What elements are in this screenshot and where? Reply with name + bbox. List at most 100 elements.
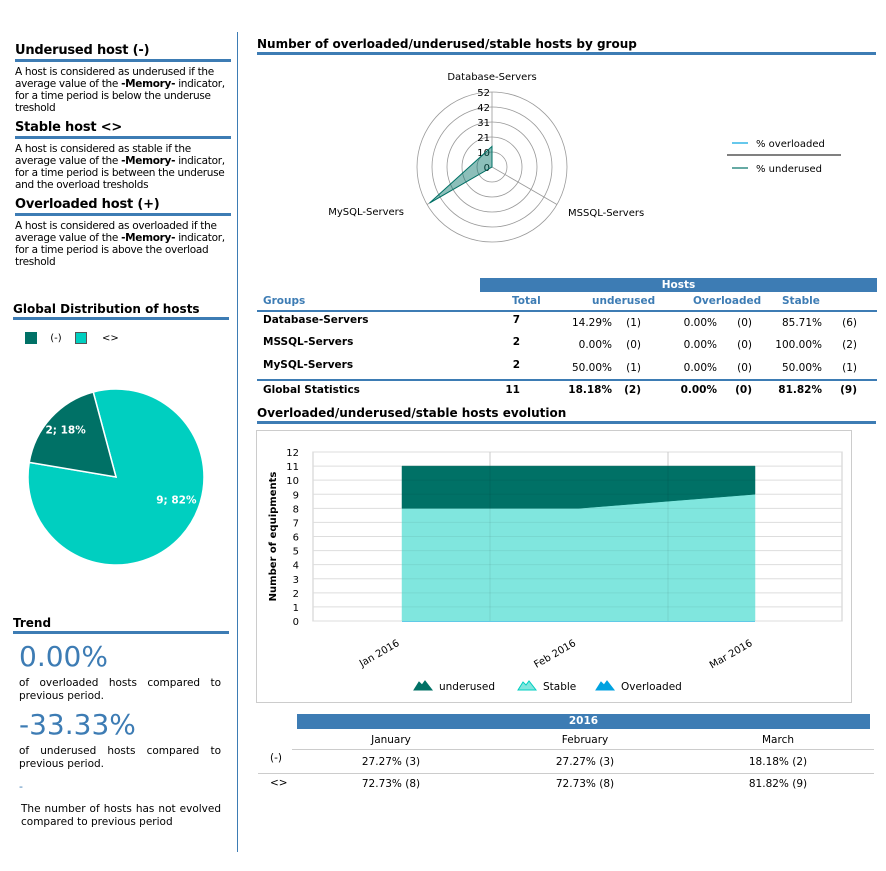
cell: 72.73% (8) [555,778,615,790]
trend-overloaded-text: of overloaded hosts compared to previous… [19,677,221,702]
area-stable [401,493,756,622]
table-row: MSSQL-Servers 2 0.00% (0) 0.00% (0) 100.00% (2) [257,336,877,358]
cell: 50.00% [571,362,612,374]
y-tick-label: 11 [286,462,299,473]
y-axis-label: Number of equipments [268,472,279,602]
radar-tick-label: 42 [477,103,490,114]
radar-tick-label: 21 [477,133,490,144]
group-name: MSSQL-Servers [263,336,354,348]
cell: (9) [840,384,857,396]
cell: 18.18% [568,384,612,396]
pie-chart: 9; 82% 2; 18% [27,388,205,566]
y-tick-label: 12 [286,448,299,459]
y-tick-label: 10 [286,476,299,487]
trend-stable-value: - [19,780,23,793]
column-divider [237,32,238,852]
evolution-row: <> 72.73% (8) 72.73% (8) 81.82% (9) [258,774,874,796]
legend-label: underused [439,681,495,693]
pie-label: 9; 82% [156,495,197,507]
table-total-row: Global Statistics 11 18.18% (2) 0.00% (0) 81.8… [257,379,877,401]
legend-icon-underused [413,680,434,691]
legend-icon-overloaded [595,680,616,691]
definition-text: indicator, for a time period is between … [15,155,225,191]
radar-title: Number of overloaded/underused/stable ho… [257,37,876,55]
definition-text: A host is considered as underused if the… [15,66,214,90]
definition-underused: Underused host (-) A host is considered … [15,43,231,114]
y-tick-label: 1 [293,603,299,614]
y-tick-label: 3 [293,575,299,586]
legend-swatch-stable [74,332,87,344]
cell: (0) [735,384,752,396]
trend-underused-value: -33.33% [19,708,136,741]
cell: 81.82% (9) [748,778,808,790]
radar-chart: Database-Servers MSSQL-Servers MySQL-Serve… [328,72,841,243]
definition-text: indicator, for a time period is above th… [15,232,225,268]
cell: 27.27% (3) [361,756,421,768]
legend-swatch-underused [25,332,37,344]
cell: 0.00% [683,362,717,374]
pie-slice [28,391,118,478]
cell: 0.00% [578,339,612,351]
cell: (6) [842,317,857,329]
cell: (1) [842,362,857,374]
table-header-row: Groups Total underused Overloaded Stable [257,293,877,312]
cell: 7 [512,314,520,326]
group-name: MySQL-Servers [263,359,354,371]
radar-series-underused [429,145,493,204]
cell: 0.00% [680,384,717,396]
definition-text: A host is considered as stable if the av… [15,143,191,167]
group-name: Database-Servers [263,314,369,326]
legend-label: % overloaded [756,139,825,150]
radar-tick-label: 0 [484,163,490,174]
y-tick-label: 5 [293,547,299,558]
trend-section: 0.00% of overloaded hosts compared to pr… [19,640,221,828]
month-header: March [761,734,794,746]
row-label: (-) [270,752,282,764]
y-tick-label: 8 [293,504,299,515]
x-tick-label: Mar 2016 [708,638,755,671]
trend-stable-text: The number of hosts has not evolved comp… [21,803,221,828]
definition-title: Underused host (-) [15,43,231,62]
cell: 85.71% [781,317,822,329]
cell: (2) [842,339,857,351]
column-header: Stable [782,295,820,307]
cell: 18.18% (2) [748,756,808,768]
evolution-row: (-) 27.27% (3) 27.27% (3) 18.18% (2) [258,752,874,774]
legend-icon-stable [517,680,538,691]
evolution-table: 2016 January February March (-) 27.27% (3) 27… [258,714,874,794]
cell: 100.00% [775,339,822,351]
cell: 0.00% [683,317,717,329]
indicator-name: -Memory- [121,78,176,90]
definition-stable: Stable host <> A host is considered as s… [15,120,231,191]
evolution-chart-frame [256,430,852,703]
area-underused [401,465,756,509]
radar-category-label: MySQL-Servers [328,207,404,218]
definition-title: Overloaded host (+) [15,197,231,216]
month-header: January [371,734,411,746]
legend-label: (-) [50,333,62,344]
column-header: Total [512,295,541,307]
table-row: Database-Servers 7 14.29% (1) 0.00% (0) 85.71%… [257,314,877,336]
trend-underused-text: of underused hosts compared to previous … [19,745,221,770]
x-tick-label: Jan 2016 [357,638,402,670]
cell: 2 [512,359,520,371]
groups-table: Hosts Groups Total underused Overloaded … [257,278,877,398]
cell: 72.73% (8) [361,778,421,790]
legend-label: <> [101,333,119,344]
cell: (0) [737,362,752,374]
month-header: February [561,734,609,746]
evolution-title: Overloaded/underused/stable hosts evolut… [257,406,876,424]
pie-slice [27,388,205,566]
year-header: 2016 [297,714,870,729]
definition-text: A host is considered as overloaded if th… [15,220,217,244]
cell: (2) [624,384,641,396]
hosts-header: Hosts [480,278,877,292]
column-header: underused [592,295,656,307]
cell: 0.00% [683,339,717,351]
definitions: Underused host (-) A host is considered … [15,43,231,268]
cell: (0) [626,339,641,351]
legend-label: Stable [543,681,576,693]
cell: (1) [626,362,641,374]
cell: 14.29% [571,317,612,329]
